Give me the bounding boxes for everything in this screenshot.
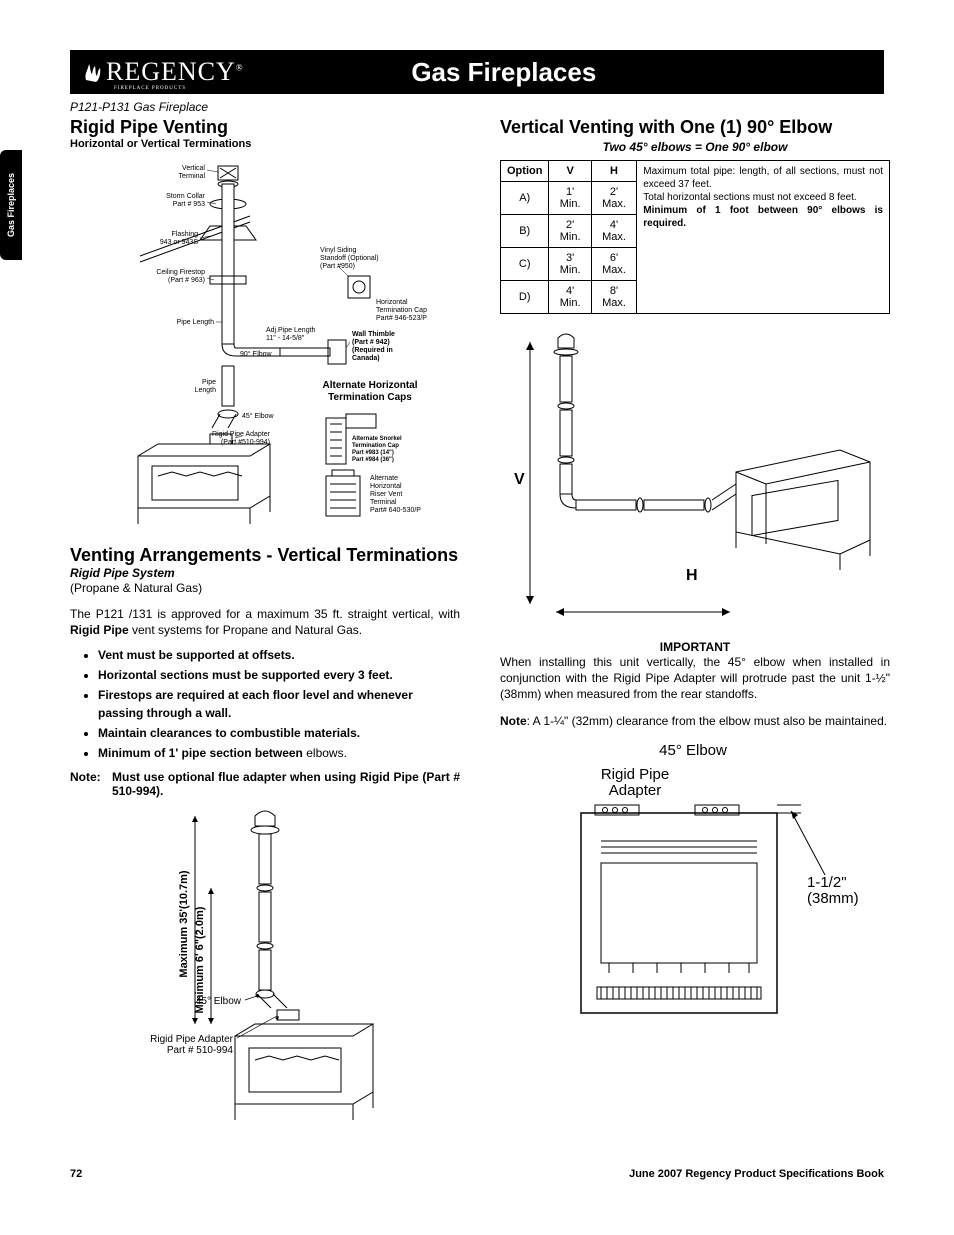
note-line-bold: Minimum of 1 foot between 90° elbows is …	[643, 205, 883, 229]
svg-text:PipeLength: PipeLength	[195, 379, 217, 394]
td: D)	[501, 281, 549, 314]
note-line: Total horizontal sections must not excee…	[643, 192, 856, 203]
diagram-vertical-minmax: 45° Elbow Rigid Pipe AdapterPart	[70, 804, 460, 1134]
left-h2-sub1: Rigid Pipe System	[70, 566, 460, 580]
svg-text:Rigid Pipe Adapter(Part #510-9: Rigid Pipe Adapter(Part #510-994)	[212, 431, 271, 446]
para-seg: vent systems for Propane and Natural Gas…	[129, 623, 362, 637]
svg-text:AlternateHorizontalRiser VentT: AlternateHorizontalRiser VentTerminalPar…	[370, 475, 421, 514]
td: A)	[501, 182, 549, 215]
td: B)	[501, 215, 549, 248]
options-table: Option V H Maximum total pipe: length, o…	[500, 160, 890, 314]
svg-text:H: H	[686, 567, 698, 584]
list-item: Firestops are required at each floor lev…	[98, 686, 460, 722]
svg-text:Ceiling Firestop(Part # 963): Ceiling Firestop(Part # 963)	[156, 269, 205, 284]
list-item: Vent must be supported at offsets.	[98, 646, 460, 664]
right-h1-sub: Two 45° elbows = One 90° elbow	[500, 140, 890, 154]
diagram-vh: V H	[500, 324, 890, 624]
svg-text:Rigid Pipe AdapterPart # 510-9: Rigid Pipe AdapterPart # 510-994	[150, 1034, 234, 1056]
right-column: Vertical Venting with One (1) 90° Elbow …	[500, 115, 890, 1144]
note-line: Maximum total pipe: length, of all secti…	[643, 166, 883, 190]
table-side-note: Maximum total pipe: length, of all secti…	[637, 161, 890, 314]
table-row: Option V H Maximum total pipe: length, o…	[501, 161, 890, 182]
brand-name: REGENCY® FIREPLACE PRODUCTS	[106, 57, 244, 87]
header-bar: REGENCY® FIREPLACE PRODUCTS Gas Fireplac…	[70, 50, 884, 94]
para-seg: The P121 /131 is approved for a maximum …	[70, 607, 460, 621]
brand-sub: FIREPLACE PRODUCTS	[114, 86, 186, 91]
svg-text:VerticalTerminal: VerticalTerminal	[179, 165, 206, 180]
list-item: Minimum of 1' pipe section between elbow…	[98, 744, 460, 762]
svg-text:Rigid PipeAdapter: Rigid PipeAdapter	[601, 766, 669, 799]
svg-text:Alternate SnorkelTermination C: Alternate SnorkelTermination CapPart #98…	[352, 436, 402, 463]
svg-text:90° Elbow: 90° Elbow	[240, 350, 273, 358]
brand-text: REGENCY	[106, 57, 236, 86]
left-h1: Rigid Pipe Venting	[70, 117, 460, 138]
td: C)	[501, 248, 549, 281]
note-label: Note:	[70, 770, 112, 798]
left-note: Note: Must use optional flue adapter whe…	[70, 770, 460, 798]
svg-text:Maximum 35'(10.7m): Maximum 35'(10.7m)	[178, 870, 190, 977]
flame-icon	[80, 60, 104, 84]
lbl: Vertical	[182, 165, 205, 172]
svg-text:HorizontalTermination CapPart#: HorizontalTermination CapPart# 946-523/P	[376, 299, 427, 322]
note2-label: Note	[500, 714, 527, 728]
svg-text:45° Elbow: 45° Elbow	[242, 412, 275, 420]
list-item: Maintain clearances to combustible mater…	[98, 724, 460, 742]
important-label: IMPORTANT	[500, 640, 890, 654]
left-h1-sub: Horizontal or Vertical Terminations	[70, 138, 460, 150]
svg-text:Alternate HorizontalTerminatio: Alternate HorizontalTermination Caps	[322, 380, 417, 403]
td: 2' Min.	[549, 215, 591, 248]
svg-text:Flashing943 or 943S: Flashing943 or 943S	[160, 231, 198, 246]
svg-text:45° Elbow: 45° Elbow	[659, 742, 727, 759]
left-h2-sub2: (Propane & Natural Gas)	[70, 580, 460, 596]
footer: 72 June 2007 Regency Product Specificati…	[70, 1168, 884, 1180]
reg-mark: ®	[236, 62, 244, 72]
td: 3' Min.	[549, 248, 591, 281]
note-text: Must use optional flue adapter when usin…	[112, 770, 460, 798]
td: 6' Max.	[591, 248, 636, 281]
model-line: P121-P131 Gas Fireplace	[70, 100, 884, 114]
header-title: Gas Fireplaces	[244, 57, 884, 88]
svg-text:Storm CollarPart # 953: Storm CollarPart # 953	[166, 193, 206, 208]
th: V	[549, 161, 591, 182]
diagram-elbow-protrusion: 45° Elbow Rigid PipeAdapter	[500, 735, 890, 1035]
right-note2: Note: A 1-¼" (32mm) clearance from the e…	[500, 713, 890, 729]
important-text: When installing this unit vertically, th…	[500, 654, 890, 703]
th: Option	[501, 161, 549, 182]
para-seg-bold: Rigid Pipe	[70, 623, 129, 637]
td: 8' Max.	[591, 281, 636, 314]
book-title: June 2007 Regency Product Specifications…	[629, 1168, 884, 1180]
svg-text:V: V	[514, 471, 525, 488]
list-item: Horizontal sections must be supported ev…	[98, 666, 460, 684]
left-para1: The P121 /131 is approved for a maximum …	[70, 606, 460, 638]
svg-text:Pipe Length: Pipe Length	[177, 319, 214, 326]
brand-logo: REGENCY® FIREPLACE PRODUCTS	[70, 57, 244, 87]
td: 1' Min.	[549, 182, 591, 215]
note2-text: : A 1-¼" (32mm) clearance from the elbow…	[527, 714, 887, 728]
right-h1: Vertical Venting with One (1) 90° Elbow	[500, 117, 890, 138]
svg-text:Minimum 6' 6"(2.0m): Minimum 6' 6"(2.0m)	[194, 907, 206, 1014]
th: H	[591, 161, 636, 182]
svg-text:1-1/2"(38mm): 1-1/2"(38mm)	[807, 874, 859, 907]
td: 4' Min.	[549, 281, 591, 314]
svg-text:Adj.Pipe Length11" - 14-5/8": Adj.Pipe Length11" - 14-5/8"	[266, 327, 316, 342]
svg-text:Vinyl SidingStandoff (Optional: Vinyl SidingStandoff (Optional)(Part #95…	[320, 247, 379, 270]
page: REGENCY® FIREPLACE PRODUCTS Gas Fireplac…	[0, 0, 954, 1210]
svg-text:Wall Thimble(Part # 942)(Requi: Wall Thimble(Part # 942)(Required inCana…	[352, 331, 395, 362]
left-column: Rigid Pipe Venting Horizontal or Vertica…	[70, 115, 460, 1144]
requirements-list: Vent must be supported at offsets. Horiz…	[98, 646, 460, 762]
left-h2: Venting Arrangements - Vertical Terminat…	[70, 546, 460, 566]
side-tab: Gas Fireplaces	[0, 150, 22, 260]
td: 4' Max.	[591, 215, 636, 248]
diagram-venting-assembly: VerticalTerminal Storm CollarPart # 953 …	[70, 156, 460, 536]
page-number: 72	[70, 1168, 82, 1180]
td: 2' Max.	[591, 182, 636, 215]
